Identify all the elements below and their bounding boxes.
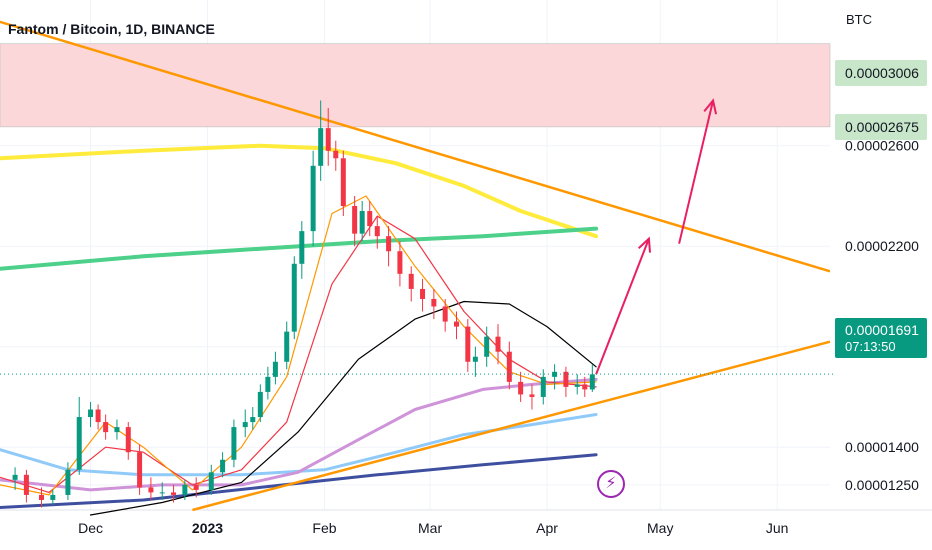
candle-body <box>540 376 546 397</box>
moving-average-line <box>0 453 598 509</box>
resistance-zone-rect <box>0 43 831 128</box>
candle-body <box>12 474 18 480</box>
x-tick-label: May <box>647 520 673 536</box>
moving-average-line <box>0 215 597 493</box>
candle-body <box>367 211 373 227</box>
candle-body <box>529 394 535 397</box>
candle-body <box>589 374 595 390</box>
candle-body <box>359 211 365 234</box>
moving-average-line <box>0 377 598 492</box>
candle-body <box>265 376 271 392</box>
candle-body <box>465 326 471 362</box>
candle-body <box>333 150 339 159</box>
y-axis-tick-labels: 0.000012500.000014000.000018000.00002200… <box>845 138 919 493</box>
candle-body <box>431 298 437 307</box>
currency-label: BTC <box>846 12 872 27</box>
moving-average-line <box>0 413 598 477</box>
candle-body <box>386 236 392 252</box>
candle-body <box>374 226 380 237</box>
projection-arrows[interactable] <box>595 98 718 375</box>
moving-average-line <box>0 226 599 271</box>
candle-body <box>352 206 358 234</box>
candle-body <box>159 492 165 494</box>
x-tick-label: Feb <box>312 520 336 536</box>
x-tick-label: Dec <box>78 520 103 536</box>
symbol-title: Fantom / Bitcoin, 1D, BINANCE <box>8 21 215 37</box>
x-tick-label: Jun <box>766 520 789 536</box>
candle-body <box>284 331 290 362</box>
candle-body <box>574 384 580 387</box>
candle-body <box>193 484 199 490</box>
projection-arrow-head <box>703 98 718 115</box>
last-price-value: 0.00001691 <box>845 322 919 338</box>
candle-body <box>208 472 214 490</box>
candle-body <box>506 351 512 382</box>
candle-body <box>495 336 501 352</box>
candle-body <box>310 165 316 232</box>
candle-body <box>484 336 490 357</box>
lightning-bolt-icon[interactable]: ⚡ <box>597 470 625 498</box>
trendlines[interactable] <box>0 15 831 512</box>
candle-body <box>231 427 237 460</box>
projection-arrow-head <box>637 236 652 253</box>
candle-body <box>65 469 71 495</box>
x-tick-label: Apr <box>536 520 558 536</box>
trendline-ascending <box>192 340 831 512</box>
candle-body <box>272 361 278 377</box>
candle-body <box>408 273 414 289</box>
moving-average-line <box>0 195 597 496</box>
resistance-zone <box>0 43 831 128</box>
candle-body <box>318 128 324 166</box>
candle-body <box>125 427 131 453</box>
candle-body <box>582 384 588 390</box>
candle-body <box>325 128 331 151</box>
candle-body <box>397 251 403 274</box>
candle-body <box>340 158 346 207</box>
candle-body <box>182 484 188 495</box>
y-tick-label: 0.00002200 <box>845 238 919 254</box>
candle-body <box>114 427 120 433</box>
y-tick-label: 0.00001400 <box>845 439 919 455</box>
candle-body <box>148 487 154 493</box>
candle-body <box>291 263 297 332</box>
candle-body <box>242 422 248 428</box>
projection-arrow-shaft <box>678 100 715 244</box>
projection-arrow-shaft <box>595 238 650 375</box>
candle-body <box>552 371 558 377</box>
candle-body <box>23 474 29 495</box>
moving-average-line <box>0 143 599 239</box>
y-tick-label: 0.00001250 <box>845 477 919 493</box>
candle-body <box>39 494 44 500</box>
x-tick-label: 2023 <box>192 520 223 536</box>
moving-average-line <box>89 300 597 516</box>
moving-averages <box>0 143 599 516</box>
price-tag-resistance-top: 0.00003006 <box>835 60 927 86</box>
candle-body <box>88 409 94 418</box>
candle-body <box>137 452 143 488</box>
candle-body <box>76 417 82 470</box>
candle-countdown: 07:13:50 <box>845 339 896 354</box>
candle-body <box>454 321 459 327</box>
candle-body <box>171 492 177 495</box>
trendline-descending <box>0 20 831 273</box>
candle-body <box>518 381 524 395</box>
price-tag-resistance-bottom: 0.00002675 <box>835 114 927 140</box>
candle-body <box>250 417 256 423</box>
candle-body <box>420 288 426 299</box>
candle-body <box>220 459 226 473</box>
candlesticks <box>12 100 595 508</box>
candle-body <box>442 306 448 322</box>
candle-body <box>257 391 263 418</box>
candle-body <box>95 409 101 423</box>
price-tag-last: 0.00001691 07:13:50 <box>835 318 927 358</box>
candle-body <box>103 422 109 433</box>
candle-body <box>472 356 478 362</box>
x-axis-tick-labels: Dec 2023 Feb Mar Apr May Jun <box>78 520 788 536</box>
y-tick-label: 0.00002600 <box>845 138 919 154</box>
candle-body <box>50 494 56 500</box>
x-tick-label: Mar <box>418 520 442 536</box>
candle-body <box>299 231 305 264</box>
candle-body <box>563 371 569 387</box>
